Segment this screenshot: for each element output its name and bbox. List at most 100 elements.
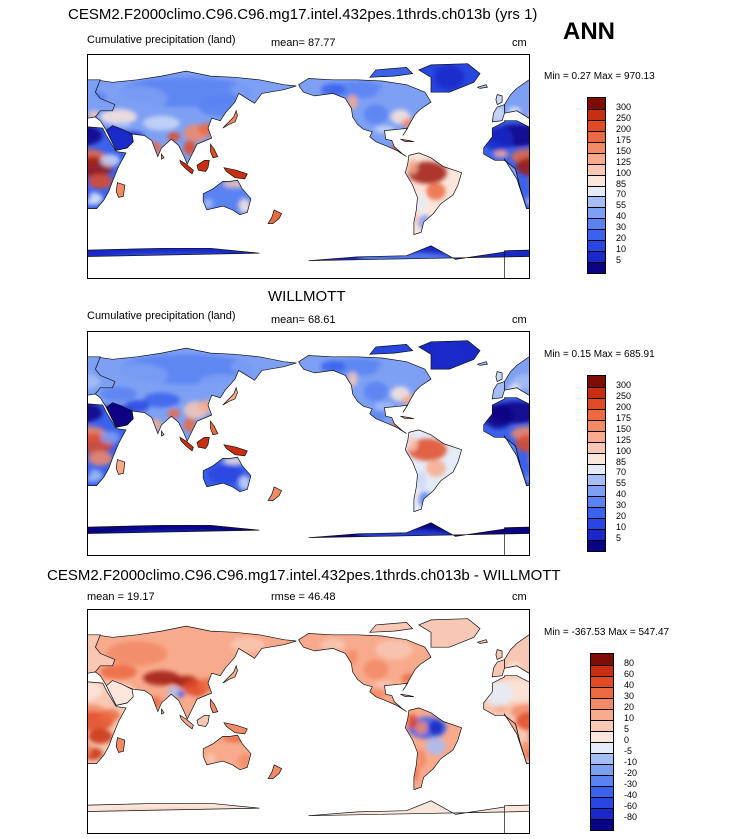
colorbar-box [591, 786, 613, 797]
colorbar-tick-label: 70 [616, 467, 627, 478]
landmass-asia [95, 348, 297, 441]
landmass-australia [203, 180, 251, 215]
colorbar-tick-label: -60 [624, 801, 638, 811]
panel3-map [87, 609, 530, 834]
colorbar-tick-label: 250 [616, 390, 632, 401]
colorbar-tick-label: -30 [624, 779, 638, 789]
colorbar-box [588, 207, 605, 219]
colorbar-tick-label: 85 [616, 178, 627, 189]
panel1-title: CESM2.F2000climo.C96.C96.mg17.intel.432p… [68, 6, 538, 23]
colorbar-tick-label: -40 [624, 790, 638, 800]
panel3-mean: mean = 19.17 [87, 591, 155, 603]
landmass-newguinea [224, 722, 248, 734]
colorbar-box [591, 775, 613, 786]
colorbar-box [588, 386, 605, 398]
colorbar-box [588, 529, 605, 541]
panel1-minmax: Min = 0.27 Max = 970.13 [544, 71, 655, 82]
landmass-asia [95, 626, 297, 719]
colorbar-tick-label: 55 [616, 200, 627, 211]
colorbar-tick-label: 10 [616, 244, 627, 255]
colorbar-box [591, 797, 613, 808]
panel3-units: cm [512, 591, 527, 603]
colorbar-box [588, 474, 605, 486]
colorbar-tick-label: 175 [616, 412, 632, 423]
colorbar-tick-label: 40 [616, 489, 627, 500]
colorbar-tick-label: 250 [616, 112, 632, 123]
panel1-variable: Cumulative precipitation (land) [87, 34, 236, 46]
colorbar-tick-label: 150 [616, 423, 632, 434]
landmass-nz [268, 486, 282, 501]
colorbar-tick-label: 85 [616, 456, 627, 467]
colorbar-box [591, 753, 613, 764]
colorbar-tick-label: 300 [616, 101, 632, 112]
colorbar-box [588, 98, 605, 109]
landmass-sumatra [179, 160, 194, 174]
colorbar-tick-label: 10 [624, 713, 635, 723]
colorbar-tick-label: 125 [616, 434, 632, 445]
colorbar-box [588, 196, 605, 208]
panel2-colorbar [587, 375, 606, 552]
panel2-map [87, 331, 530, 556]
panel3-title: CESM2.F2000climo.C96.C96.mg17.intel.432p… [47, 567, 561, 584]
colorbar-tick-label: 20 [616, 233, 627, 244]
panel2-mean: mean= 68.61 [271, 314, 336, 326]
colorbar-tick-label: 30 [624, 691, 635, 701]
colorbar-box [588, 141, 605, 153]
colorbar-tick-label: 5 [616, 255, 622, 266]
landmass-borneo [197, 715, 210, 727]
landmass-greenland [418, 63, 480, 93]
landmass-australia [203, 735, 251, 770]
landmass-philippines [210, 144, 218, 158]
landmass-sumatra [179, 437, 194, 451]
colorbar-box [588, 376, 605, 387]
colorbar-box [588, 218, 605, 230]
landmass-newguinea [224, 167, 248, 179]
landmass-namerica [298, 633, 431, 712]
colorbar-tick-label: 40 [616, 211, 627, 222]
colorbar-tick-label: 70 [616, 189, 627, 200]
landmass-japan [222, 387, 238, 406]
colorbar-box [588, 240, 605, 252]
colorbar-box [588, 463, 605, 475]
colorbar-box [588, 408, 605, 420]
landmass-uk [495, 94, 503, 105]
colorbar-tick-label: 60 [624, 669, 635, 679]
panel1-units: cm [512, 37, 527, 49]
colorbar-tick-label: 20 [616, 511, 627, 522]
panel2-title: WILLMOTT [268, 288, 346, 305]
landmass-newguinea [224, 444, 248, 456]
panel2-minmax: Min = 0.15 Max = 685.91 [544, 349, 655, 360]
colorbar-box [588, 397, 605, 409]
colorbar-box [591, 665, 613, 676]
colorbar-tick-label: 100 [616, 167, 632, 178]
colorbar-box [588, 430, 605, 442]
colorbar-box [591, 742, 613, 753]
colorbar-tick-label: 150 [616, 145, 632, 156]
landmass-samerica [405, 152, 462, 235]
colorbar-box [591, 654, 613, 665]
colorbar-box [588, 251, 605, 263]
landmass-nz [268, 209, 282, 224]
colorbar-tick-label: 40 [624, 680, 635, 690]
colorbar-box [588, 441, 605, 453]
colorbar-tick-label: -10 [624, 757, 638, 767]
colorbar-box [591, 676, 613, 687]
landmass-uk [495, 371, 503, 382]
landmass-africa [88, 675, 529, 764]
landmass-samerica [405, 707, 462, 790]
panel2-units: cm [512, 314, 527, 326]
colorbar-tick-label: 5 [624, 724, 630, 734]
colorbar-box [588, 229, 605, 241]
landmass-madagascar [116, 182, 125, 198]
panel1-colorbar [587, 97, 606, 274]
panel1-mean: mean= 87.77 [271, 37, 336, 49]
landmass-africa [88, 397, 529, 486]
colorbar-box [588, 152, 605, 164]
landmass-africa [88, 120, 529, 209]
colorbar-box [588, 452, 605, 464]
landmass-madagascar [116, 459, 125, 475]
colorbar-box [591, 764, 613, 775]
colorbar-box [588, 419, 605, 431]
colorbar-tick-label: 5 [616, 533, 622, 544]
colorbar-box [591, 720, 613, 731]
